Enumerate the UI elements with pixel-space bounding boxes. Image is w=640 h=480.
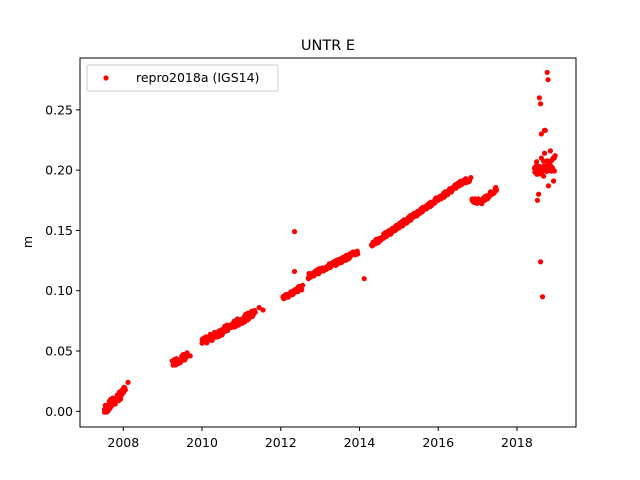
data-point — [256, 305, 262, 311]
data-point — [355, 251, 361, 257]
data-point — [538, 155, 544, 161]
data-point — [299, 287, 305, 293]
data-point — [537, 101, 544, 107]
data-point — [542, 127, 548, 133]
data-point — [545, 183, 552, 189]
x-tick-label: 2008 — [107, 435, 139, 450]
y-tick-label: 0.10 — [45, 283, 73, 298]
data-point — [532, 165, 538, 171]
x-tick-label: 2016 — [422, 435, 454, 450]
x-tick-label: 2012 — [265, 435, 297, 450]
data-point — [125, 379, 131, 385]
data-point — [548, 157, 555, 164]
data-point — [468, 174, 474, 181]
data-point — [539, 294, 546, 300]
data-point — [187, 353, 193, 359]
legend-entry-label: repro2018a (IGS14) — [136, 70, 259, 85]
data-point — [541, 173, 547, 179]
data-point — [534, 197, 541, 203]
y-axis-label: m — [20, 236, 35, 248]
data-point — [300, 282, 306, 288]
data-point — [545, 77, 551, 83]
data-point — [291, 229, 298, 235]
legend-box — [86, 64, 279, 92]
y-tick-label: 0.15 — [45, 223, 73, 238]
y-tick-label: 0.05 — [45, 344, 73, 359]
y-tick-label: 0.00 — [45, 404, 73, 419]
x-tick-label: 2018 — [501, 435, 533, 450]
data-point — [538, 131, 544, 137]
data-point — [122, 387, 128, 393]
legend-marker — [103, 75, 109, 81]
y-axis: 0.00 0.05 0.10 0.15 0.20 0.25 — [45, 102, 80, 419]
data-point — [493, 187, 500, 193]
series-points — [101, 69, 558, 415]
x-tick-label: 2014 — [344, 435, 376, 450]
y-tick-label: 0.25 — [45, 102, 73, 117]
data-point — [552, 153, 558, 159]
x-axis: 2008 2010 2012 2014 2016 2018 — [107, 427, 533, 450]
data-point — [537, 259, 544, 265]
data-point — [536, 95, 542, 101]
data-point — [361, 276, 367, 282]
data-point — [544, 69, 550, 76]
data-point — [260, 307, 266, 313]
data-point — [551, 168, 557, 174]
data-point — [547, 148, 554, 154]
data-point — [541, 150, 548, 156]
data-point — [252, 309, 258, 315]
data-point — [550, 178, 557, 184]
x-tick-label: 2010 — [186, 435, 218, 450]
data-point — [536, 191, 542, 197]
legend: repro2018a (IGS14) — [86, 64, 279, 92]
data-point — [291, 268, 298, 275]
chart-title: UNTR E — [301, 38, 355, 54]
plot-frame — [79, 57, 577, 428]
y-tick-label: 0.20 — [45, 163, 73, 178]
data-point — [543, 168, 550, 174]
data-point — [534, 159, 540, 165]
